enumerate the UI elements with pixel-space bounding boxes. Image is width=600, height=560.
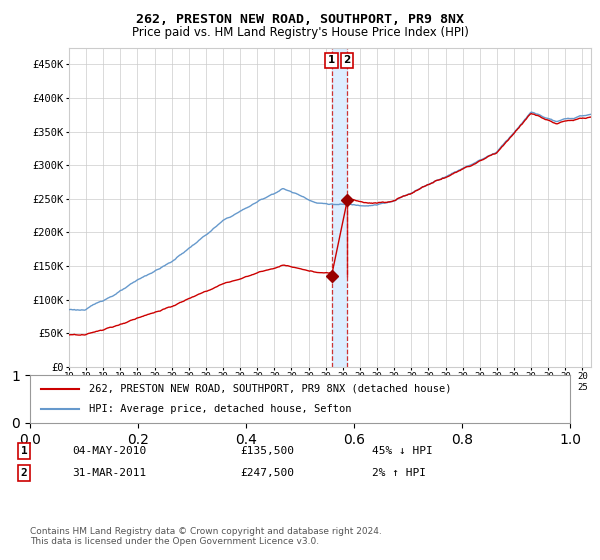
Text: £247,500: £247,500	[240, 468, 294, 478]
Bar	[332, 48, 347, 367]
Text: 2% ↑ HPI: 2% ↑ HPI	[372, 468, 426, 478]
Text: 262, PRESTON NEW ROAD, SOUTHPORT, PR9 8NX (detached house): 262, PRESTON NEW ROAD, SOUTHPORT, PR9 8N…	[89, 384, 452, 394]
Text: Contains HM Land Registry data © Crown copyright and database right 2024.
This d: Contains HM Land Registry data © Crown c…	[30, 526, 382, 546]
Text: 262, PRESTON NEW ROAD, SOUTHPORT, PR9 8NX: 262, PRESTON NEW ROAD, SOUTHPORT, PR9 8N…	[136, 13, 464, 26]
Text: 04-MAY-2010: 04-MAY-2010	[72, 446, 146, 456]
Text: 2: 2	[343, 55, 351, 66]
Text: £135,500: £135,500	[240, 446, 294, 456]
Text: 45% ↓ HPI: 45% ↓ HPI	[372, 446, 433, 456]
Text: 1: 1	[20, 446, 28, 456]
Text: 1: 1	[328, 55, 335, 66]
Text: HPI: Average price, detached house, Sefton: HPI: Average price, detached house, Seft…	[89, 404, 352, 414]
Text: 2: 2	[20, 468, 28, 478]
Text: Price paid vs. HM Land Registry's House Price Index (HPI): Price paid vs. HM Land Registry's House …	[131, 26, 469, 39]
Text: 31-MAR-2011: 31-MAR-2011	[72, 468, 146, 478]
